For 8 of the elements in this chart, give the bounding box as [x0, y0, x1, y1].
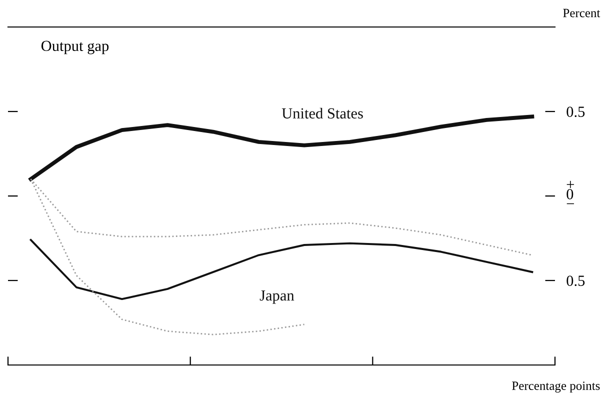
- y-axis-title: Percent: [563, 8, 600, 18]
- series-label: United States: [282, 108, 363, 119]
- y-tick-label: 0.5: [566, 276, 585, 286]
- text: Percentage points: [512, 382, 600, 393]
- y-tick-label: 0.5: [566, 106, 585, 118]
- text: Japan: [260, 290, 294, 304]
- y-tick-label: + 0 −: [566, 180, 574, 204]
- text: Output gap: [41, 40, 109, 54]
